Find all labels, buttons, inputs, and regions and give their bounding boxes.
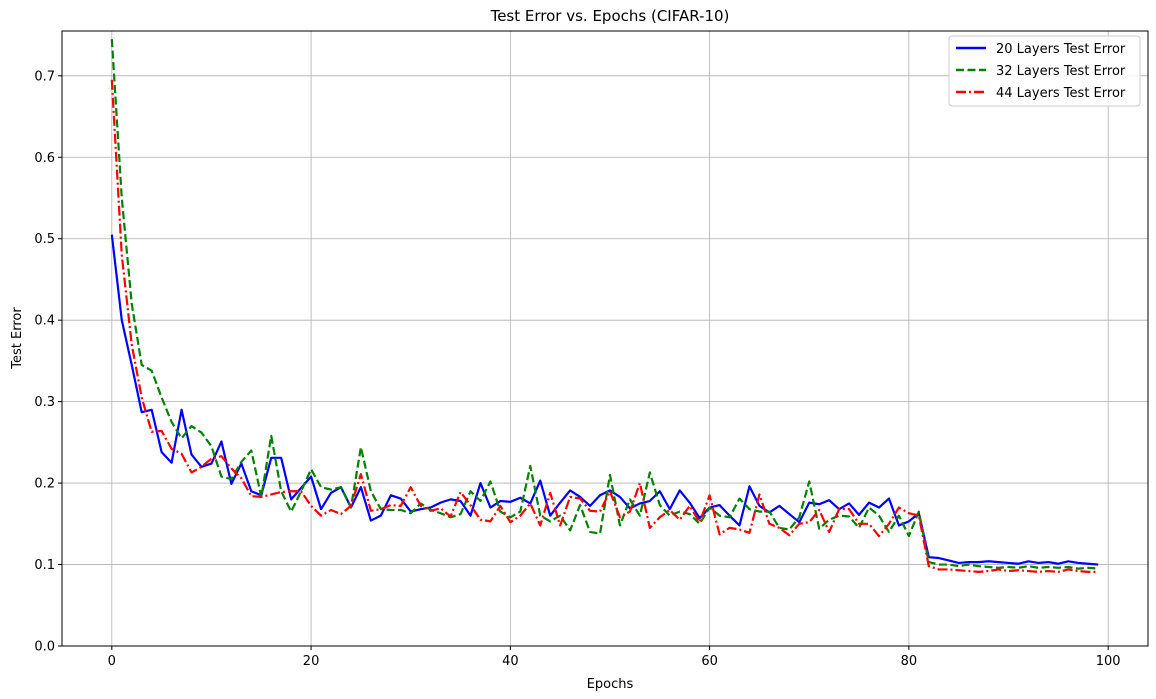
- x-axis-title: Epochs: [587, 677, 634, 692]
- x-tick-label: 60: [701, 654, 718, 669]
- grid: [62, 31, 1148, 647]
- x-tick-label: 100: [1096, 654, 1121, 669]
- legend-label-32-layers: 32 Layers Test Error: [996, 64, 1126, 79]
- x-tick-label: 20: [303, 654, 320, 669]
- y-tick-label: 0.6: [34, 151, 55, 166]
- y-tick-label: 0.5: [34, 232, 55, 247]
- x-tick-label: 40: [502, 654, 519, 669]
- x-tick-label: 0: [108, 654, 116, 669]
- plot-frame: [61, 30, 1149, 647]
- legend-box: [948, 35, 1141, 107]
- y-tick-label: 0.3: [34, 395, 55, 410]
- y-axis-title: Test Error: [10, 307, 25, 370]
- y-tick-label: 0.2: [34, 477, 55, 492]
- series-line-20-layers: [110, 234, 1099, 566]
- series-line-44-layers: [110, 79, 1099, 573]
- series-line-32-layers: [110, 39, 1099, 570]
- legend-label-20-layers: 20 Layers Test Error: [996, 42, 1126, 57]
- legend: 20 Layers Test Error 32 Layers Test Erro…: [948, 35, 1141, 107]
- y-tick-label: 0.1: [34, 558, 55, 573]
- chart-title: Test Error vs. Epochs (CIFAR-10): [490, 7, 730, 25]
- y-tick-label: 0.4: [34, 314, 55, 329]
- y-tick-label: 0.0: [34, 640, 55, 655]
- legend-label-44-layers: 44 Layers Test Error: [996, 86, 1126, 101]
- axis-ticks: 0 20 40 60 80 100 0.0 0.1 0.2 0.3 0.4 0.5 0.6 0.7: [34, 69, 1120, 669]
- x-tick-label: 80: [901, 654, 918, 669]
- y-tick-label: 0.7: [34, 69, 55, 84]
- series-lines: [110, 39, 1099, 573]
